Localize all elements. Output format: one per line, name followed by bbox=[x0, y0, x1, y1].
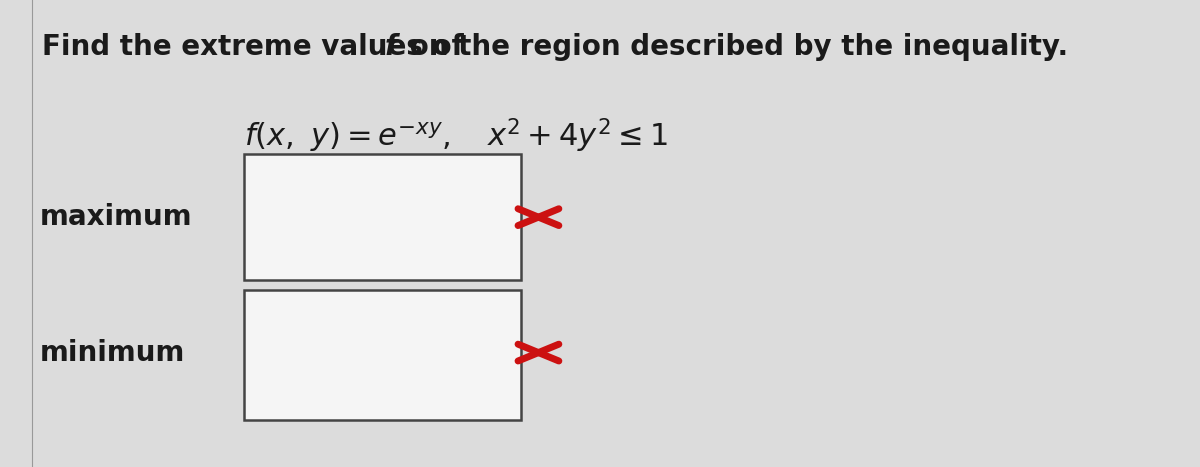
Text: $f(x,\ y) = e^{-xy}, \quad x^2 + 4y^2 \leq 1$: $f(x,\ y) = e^{-xy}, \quad x^2 + 4y^2 \l… bbox=[244, 117, 667, 155]
FancyBboxPatch shape bbox=[244, 290, 522, 420]
Text: maximum: maximum bbox=[40, 203, 192, 231]
Text: on the region described by the inequality.: on the region described by the inequalit… bbox=[400, 33, 1068, 61]
Text: Find the extreme values of: Find the extreme values of bbox=[42, 33, 473, 61]
FancyBboxPatch shape bbox=[244, 154, 522, 280]
Text: f: f bbox=[384, 33, 396, 61]
Text: minimum: minimum bbox=[40, 339, 185, 367]
